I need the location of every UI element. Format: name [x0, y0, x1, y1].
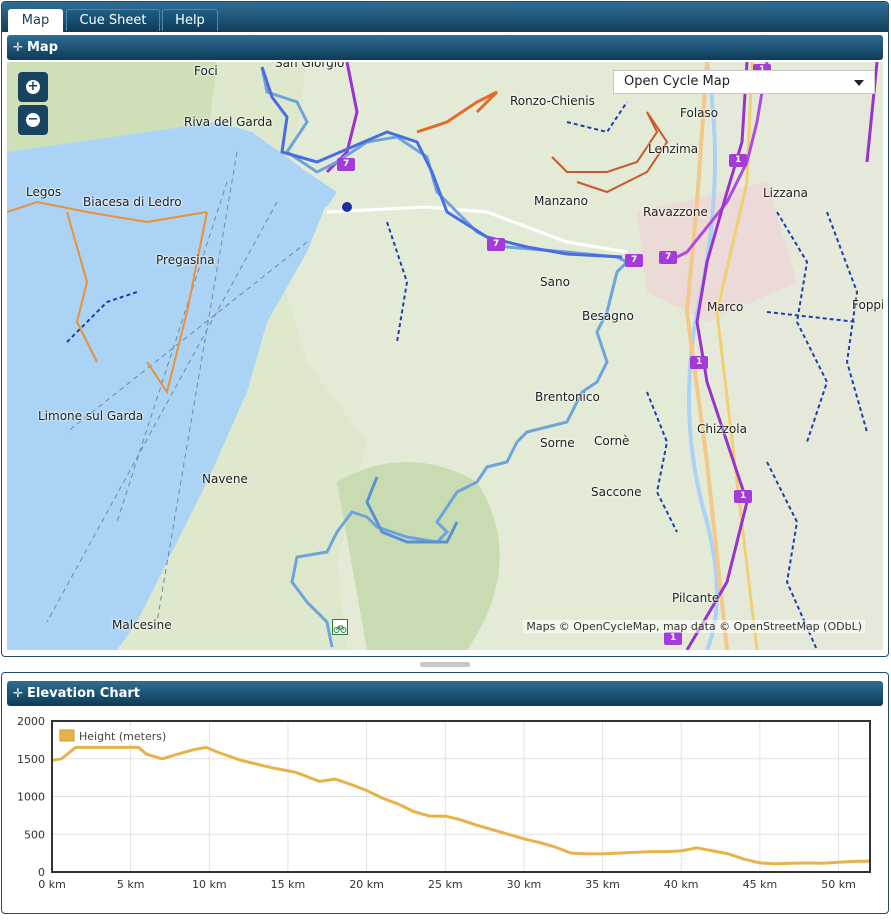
x-tick-label: 50 km: [821, 878, 856, 891]
x-tick-label: 45 km: [743, 878, 778, 891]
minus-icon: −: [26, 111, 40, 127]
zoom-in-button[interactable]: +: [18, 72, 48, 102]
place-label: Foci: [194, 64, 218, 78]
y-tick-label: 1000: [17, 791, 45, 804]
place-label: Saccone: [591, 485, 642, 499]
place-label: Besagno: [582, 309, 634, 323]
place-label: Lizzana: [763, 186, 808, 200]
route-badge: 1: [690, 356, 709, 369]
place-label: Navene: [202, 472, 248, 486]
x-tick-label: 0 km: [38, 878, 66, 891]
route-badge: 1: [664, 632, 683, 645]
place-label: San Giorgio: [275, 62, 345, 70]
place-label: Pilcante: [672, 591, 720, 605]
x-tick-label: 30 km: [507, 878, 542, 891]
expand-icon: ✛: [13, 686, 24, 700]
route-badge: 7: [659, 251, 678, 264]
place-label: Ravazzone: [643, 205, 708, 219]
zoom-out-button[interactable]: −: [18, 105, 48, 135]
legend-label: Height (meters): [79, 730, 166, 743]
place-label: Foppi: [852, 298, 883, 312]
place-label: Riva del Garda: [184, 115, 273, 129]
y-tick-label: 1500: [17, 753, 45, 766]
x-tick-label: 15 km: [271, 878, 306, 891]
x-tick-label: 40 km: [664, 878, 699, 891]
map-layer-selected: Open Cycle Map: [624, 74, 730, 89]
plot-border: [51, 720, 871, 873]
x-tick-label: 5 km: [117, 878, 145, 891]
elevation-panel-header[interactable]: ✛ Elevation Chart: [7, 681, 883, 706]
tab-bar: Map Cue Sheet Help: [2, 2, 888, 32]
x-tick-label: 10 km: [192, 878, 227, 891]
plus-icon: +: [26, 78, 40, 94]
map-tiles: [7, 62, 883, 650]
place-label: Limone sul Garda: [38, 409, 144, 423]
elevation-panel-title: Elevation Chart: [27, 686, 140, 701]
elevation-chart-svg: 2000 1500 1000 500 00 km 5 km 10 km 15 km 20 km 2…: [17, 715, 871, 891]
route-badge: 7: [337, 158, 356, 171]
place-label: Sano: [540, 275, 570, 289]
expand-icon: ✛: [13, 40, 24, 54]
place-label: Chizzola: [697, 422, 747, 436]
place-label: Legos: [26, 185, 62, 199]
map-attribution: Maps © OpenCycleMap, map data © OpenStre…: [523, 620, 865, 633]
chart-legend: [56, 727, 160, 743]
y-tick-label: 0: [38, 866, 45, 879]
route-badge: 7: [487, 238, 506, 251]
place-label: Cornè: [594, 434, 630, 448]
map-view[interactable]: Foci San Giorgio Riva del Garda Ronzo-Ch…: [7, 62, 883, 650]
place-label: Biacesa di Ledro: [83, 195, 182, 209]
panel-splitter[interactable]: [0, 659, 891, 669]
tab-map[interactable]: Map: [8, 9, 63, 32]
y-tick-label: 2000: [17, 715, 45, 728]
chevron-down-icon: [854, 80, 864, 86]
bicycle-icon: [332, 619, 348, 635]
map-panel-title: Map: [27, 40, 59, 55]
x-tick-label: 35 km: [585, 878, 620, 891]
place-label: Malcesine: [112, 618, 172, 632]
elevation-panel: [1, 672, 889, 914]
place-label: Ronzo-Chienis: [510, 94, 595, 108]
tab-cue-sheet[interactable]: Cue Sheet: [66, 9, 160, 31]
y-tick-label: 500: [24, 828, 45, 841]
place-label: Sorne: [540, 436, 575, 450]
place-label: Marco: [707, 300, 744, 314]
place-label: Brentonico: [535, 390, 600, 404]
legend-swatch: [59, 729, 75, 742]
route-badge: 1: [729, 154, 748, 167]
x-tick-label: 25 km: [428, 878, 463, 891]
x-tick-label: 20 km: [349, 878, 384, 891]
elevation-series-line: [51, 745, 871, 866]
route-badge: 1: [734, 490, 753, 503]
map-panel-header[interactable]: ✛ Map: [7, 35, 883, 60]
route-badge: 7: [625, 254, 644, 267]
tab-help[interactable]: Help: [162, 9, 218, 31]
splitter-handle[interactable]: [420, 662, 470, 667]
place-label: Lenzima: [648, 142, 699, 156]
elevation-chart[interactable]: 2000 1500 1000 500 0 0 km 5 km 10 km 15 km 20 km 2…: [0, 708, 891, 916]
place-label: Pregasina: [156, 253, 215, 267]
place-label: Manzano: [534, 194, 588, 208]
place-label: Folaso: [680, 106, 719, 120]
map-layer-select[interactable]: Open Cycle Map: [613, 70, 875, 94]
